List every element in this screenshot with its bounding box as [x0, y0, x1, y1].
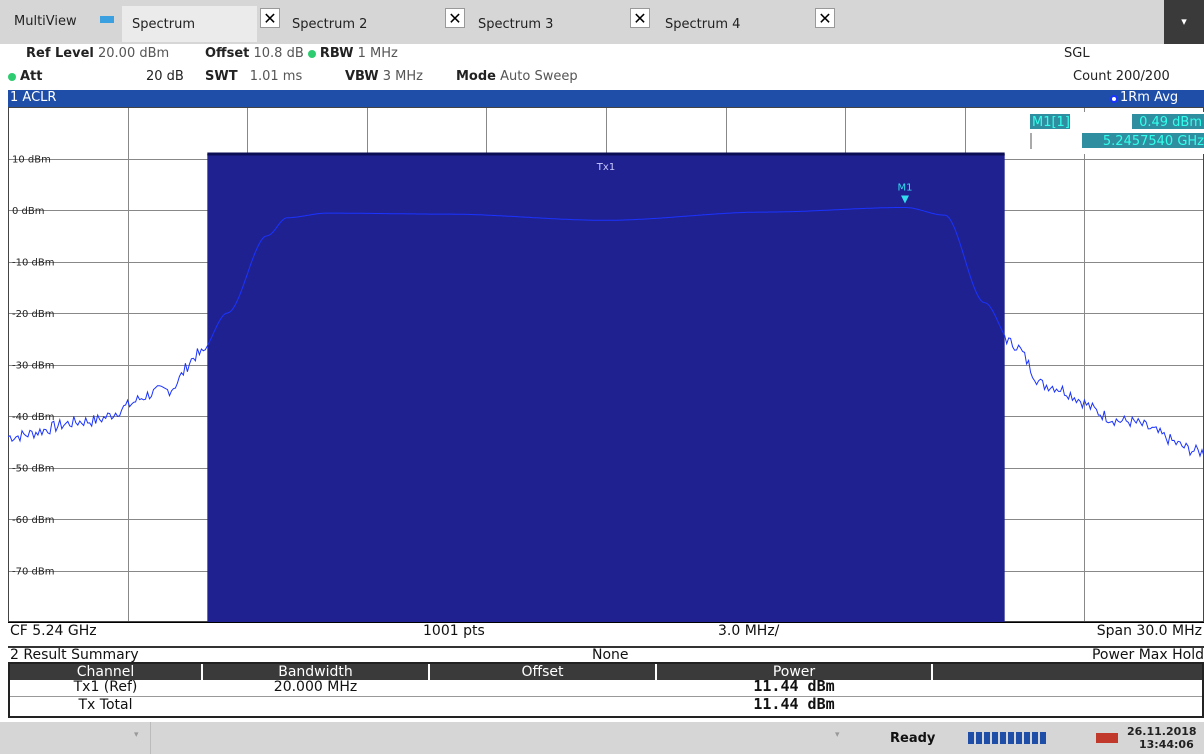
result-summary-table: Channel Bandwidth Offset Power Tx1 (Ref)… [8, 662, 1204, 718]
tab-spectrum[interactable]: Spectrum [122, 6, 257, 42]
mode-group: Mode Auto Sweep [456, 69, 578, 84]
col-header-offset: Offset [430, 664, 655, 680]
marker-level: 0.49 dBm [1139, 115, 1202, 130]
marker-frequency: 5.2457540 GHz [1103, 134, 1204, 149]
frequency-per-division: 3.0 MHz/ [718, 623, 780, 639]
att-coupled-icon [8, 72, 16, 81]
status-left-segment[interactable]: ▾ [0, 722, 151, 754]
col-header-empty [933, 664, 1202, 680]
sweep-count: Count 200/200 [1073, 69, 1170, 84]
offset-value[interactable]: 10.8 dB [253, 46, 304, 61]
marker-level-bg [1132, 114, 1204, 129]
marker-m1-triangle-icon[interactable] [901, 195, 909, 204]
y-tick-label: -20 dBm [12, 309, 54, 320]
multiview-icon[interactable] [100, 16, 114, 23]
trace-indicator-icon [1110, 95, 1118, 103]
y-axis-labels: 10 dBm 0 dBm -10 dBm -20 dBm -30 dBm -40 dBm -… [12, 155, 54, 578]
trace-mode-label: 1Rm Avg [1120, 90, 1179, 105]
sgl-indicator: SGL [1064, 46, 1090, 61]
swt-group: SWT 1.01 ms [205, 69, 302, 84]
tab-spectrum-label: Spectrum [132, 16, 195, 32]
rbw-label: RBW [319, 46, 354, 61]
swt-label: SWT [205, 69, 238, 84]
tab-spectrum-4[interactable]: Spectrum 4 [655, 6, 815, 42]
spectrum-graph[interactable]: Tx1 10 dBm 0 dBm -10 dBm -20 dBm -30 dBm -40 … [8, 107, 1204, 622]
row-1-power: 11.44 dBm [753, 677, 835, 695]
rbw-coupled-icon [307, 49, 316, 58]
offset-label: Offset [205, 46, 250, 61]
swt-value[interactable]: 1.01 ms [249, 69, 303, 84]
tab-spectrum-3[interactable]: Spectrum 3 [468, 6, 628, 42]
y-tick-label: -40 dBm [12, 412, 54, 423]
y-tick-label: -60 dBm [12, 515, 54, 526]
row-2-channel: Tx Total [78, 697, 133, 713]
row-2-power: 11.44 dBm [753, 695, 835, 713]
ref-level-value[interactable]: 20.00 dBm [98, 46, 170, 61]
tab-spectrum-3-label: Spectrum 3 [478, 16, 554, 32]
marker-id-bg [1030, 114, 1070, 129]
window-1-title-bar[interactable]: 1 ACLR 1Rm Avg [8, 90, 1204, 107]
result-summary-detector: Power Max Hold [1091, 647, 1204, 663]
col-header-bandwidth: Bandwidth [203, 664, 428, 680]
result-summary-mode: None [592, 647, 629, 663]
close-tab-spectrum-3-icon[interactable]: ✕ [630, 8, 650, 28]
y-tick-label: 10 dBm [12, 155, 51, 166]
mode-label: Mode [456, 69, 496, 84]
trace-1-line [8, 207, 1204, 458]
row-divider [10, 696, 1202, 697]
col-header-channel: Channel [10, 664, 201, 680]
network-status-icon [1096, 733, 1118, 743]
marker-m1-label: M1 [898, 182, 913, 193]
marker-id[interactable]: M1[1] [1032, 115, 1070, 130]
vbw-value[interactable]: 3 MHz [382, 69, 423, 84]
center-frequency[interactable]: CF 5.24 GHz [10, 623, 97, 639]
y-tick-label: -50 dBm [12, 464, 54, 475]
result-summary-title-bar[interactable]: 2 Result Summary None Power Max Hold [8, 646, 1204, 664]
offset-group: Offset 10.8 dB RBW 1 MHz [205, 46, 398, 61]
marker-freq-bg [1082, 133, 1204, 148]
frequency-span[interactable]: Span 30.0 MHz [1096, 623, 1202, 639]
info-line-1: Ref Level 20.00 dBm [26, 46, 169, 61]
y-tick-label: -70 dBm [12, 567, 54, 578]
progress-bar [968, 732, 1046, 744]
result-summary-title: 2 Result Summary [10, 647, 139, 663]
row-1-bandwidth: 20.000 MHz [273, 679, 358, 695]
tab-spectrum-4-label: Spectrum 4 [665, 16, 741, 32]
mode-value[interactable]: Auto Sweep [500, 69, 578, 84]
multiview-label[interactable]: MultiView [14, 14, 77, 29]
tab-spectrum-2-label: Spectrum 2 [292, 16, 368, 32]
close-tab-spectrum-2-icon[interactable]: ✕ [445, 8, 465, 28]
sweep-points[interactable]: 1001 pts [423, 623, 485, 639]
att-value[interactable]: 20 dB [146, 69, 184, 84]
status-bar: ▾ ▾ Ready 26.11.2018 13:44:06 [0, 722, 1204, 754]
tab-spectrum-2[interactable]: Spectrum 2 [282, 6, 442, 42]
rbw-value[interactable]: 1 MHz [357, 46, 398, 61]
x-axis-info-row: CF 5.24 GHz 1001 pts 3.0 MHz/ Span 30.0 … [8, 622, 1204, 640]
close-tab-spectrum-icon[interactable]: ✕ [260, 8, 280, 28]
vbw-group: VBW 3 MHz [345, 69, 423, 84]
tab-menu-dropdown-icon[interactable]: ▾ [1164, 0, 1204, 44]
vbw-label: VBW [345, 69, 379, 84]
close-tab-spectrum-4-icon[interactable]: ✕ [815, 8, 835, 28]
status-date: 26.11.2018 [1127, 725, 1197, 738]
channel-tx1-label: Tx1 [596, 162, 615, 173]
y-tick-label: -30 dBm [12, 361, 54, 372]
ref-level-label: Ref Level [26, 46, 94, 61]
att-group: Att [8, 69, 43, 84]
row-1-channel: Tx1 (Ref) [73, 679, 138, 695]
tab-bar: MultiView Spectrum ✕ Spectrum 2 ✕ Spectr… [0, 0, 1204, 44]
status-time: 13:44:06 [1139, 738, 1194, 751]
y-tick-label: 0 dBm [12, 206, 45, 217]
status-left-dropdown-icon[interactable]: ▾ [134, 730, 139, 740]
channel-tx1-area [207, 154, 1005, 622]
status-message-segment[interactable]: ▾ [150, 722, 855, 754]
window-1-title: 1 ACLR [10, 90, 57, 105]
y-tick-label: -10 dBm [12, 258, 54, 269]
col-header-power: Power [657, 664, 931, 680]
att-label: Att [20, 69, 43, 84]
status-message-dropdown-icon[interactable]: ▾ [835, 730, 840, 740]
status-ready: Ready [890, 731, 936, 746]
